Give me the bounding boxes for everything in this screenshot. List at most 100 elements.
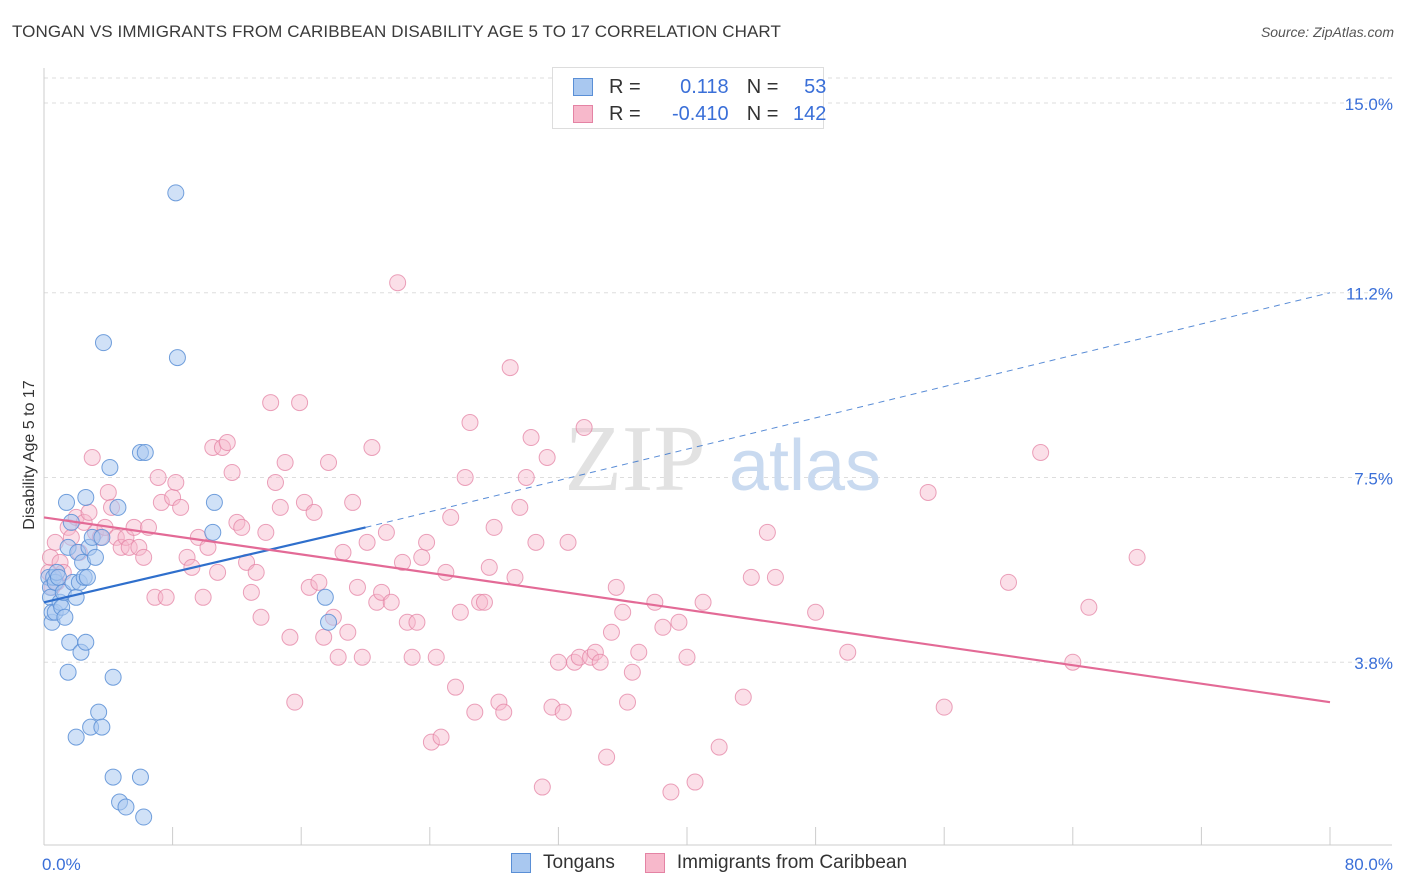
caribbean-point — [607, 578, 625, 596]
series-tongans-points — [40, 184, 338, 826]
caribbean-point — [209, 563, 227, 581]
caribbean-point — [559, 533, 577, 551]
caribbean-point — [266, 473, 284, 491]
caribbean-point — [456, 468, 474, 486]
caribbean-point — [527, 533, 545, 551]
y-tick-label: 15.0% — [1345, 95, 1393, 114]
n-value: 53 — [804, 75, 827, 98]
tongans-point — [320, 613, 338, 631]
caribbean-point — [149, 468, 167, 486]
caribbean-point — [286, 693, 304, 711]
caribbean-point — [135, 548, 153, 566]
caribbean-point — [619, 693, 637, 711]
tongans-trend-extension — [365, 292, 1331, 528]
caribbean-point — [1032, 444, 1050, 461]
caribbean-point — [408, 613, 426, 631]
caribbean-point — [554, 703, 572, 721]
caribbean-swatch — [573, 105, 593, 123]
caribbean-point — [334, 543, 352, 561]
caribbean-point — [495, 703, 513, 721]
legend-label: Tongans — [543, 852, 615, 873]
caribbean-point — [766, 568, 784, 586]
caribbean-point — [475, 593, 493, 611]
caribbean-point — [533, 778, 551, 796]
caribbean-point — [694, 593, 712, 611]
caribbean-point — [1128, 548, 1146, 566]
caribbean-point — [1080, 598, 1098, 616]
caribbean-point — [320, 453, 338, 471]
tongans-point — [49, 568, 67, 586]
caribbean-point — [471, 593, 489, 611]
caribbean-point — [242, 583, 260, 601]
caribbean-point — [422, 733, 440, 751]
caribbean-point — [125, 518, 143, 536]
tongans-point — [135, 808, 153, 826]
caribbean-point — [485, 518, 503, 536]
caribbean-point — [670, 613, 688, 631]
caribbean-point — [178, 548, 196, 566]
n-label: N = — [746, 75, 779, 98]
tongans-legend-swatch — [511, 853, 531, 873]
caribbean-point — [919, 483, 937, 501]
tongans-point — [78, 568, 96, 586]
caribbean-point — [480, 558, 498, 576]
caribbean-point — [393, 553, 411, 571]
caribbean-legend-swatch — [644, 853, 665, 873]
legend-item-tongans[interactable]: Tongans — [511, 852, 615, 874]
legend-item-caribbean[interactable]: Immigrants from Caribbean — [644, 852, 908, 874]
caribbean-point — [543, 698, 561, 716]
x-tick-label: 80.0% — [1345, 855, 1393, 874]
series-legend: Tongans Immigrants from Caribbean — [511, 852, 937, 874]
tongans-point — [136, 444, 154, 461]
caribbean-point — [218, 434, 236, 452]
n-value: 142 — [793, 102, 827, 125]
caribbean-point — [305, 503, 323, 521]
caribbean-point — [447, 678, 465, 696]
caribbean-point — [586, 643, 604, 661]
caribbean-point — [565, 653, 583, 671]
axes-layer — [43, 68, 1392, 846]
caribbean-point — [281, 628, 299, 646]
caribbean-point — [257, 523, 275, 541]
tongans-point — [77, 633, 95, 651]
grid-layer — [44, 77, 1392, 663]
caribbean-point — [710, 738, 728, 756]
caribbean-point — [252, 608, 270, 626]
caribbean-point — [157, 588, 175, 606]
watermark-atlas: atlas — [729, 426, 881, 506]
tongans-point — [104, 668, 122, 686]
caribbean-point — [167, 473, 185, 491]
legend-row-tongans: R = 0.118 N = 53 — [573, 74, 826, 100]
caribbean-point — [538, 448, 556, 466]
y-axis-title: Disability Age 5 to 17 — [21, 380, 38, 530]
trend-lines — [43, 292, 1331, 704]
caribbean-point — [437, 563, 455, 581]
caribbean-point — [413, 548, 431, 566]
caribbean-point — [194, 588, 212, 606]
tongans-point — [56, 608, 74, 626]
caribbean-point — [582, 648, 600, 666]
tongans-point — [109, 498, 127, 516]
caribbean-point — [344, 493, 362, 511]
tongans-point — [316, 588, 334, 606]
r-value: -0.410 — [671, 102, 729, 125]
legend-label: Immigrants from Caribbean — [676, 852, 908, 873]
tongans-point — [101, 458, 119, 476]
caribbean-point — [549, 653, 567, 671]
caribbean-point — [152, 493, 170, 511]
caribbean-point — [461, 414, 479, 432]
caribbean-point — [223, 463, 241, 481]
r-label: R = — [609, 102, 641, 125]
caribbean-point — [99, 483, 117, 501]
caribbean-point — [403, 648, 421, 666]
r-label: R = — [609, 75, 641, 98]
caribbean-point — [742, 568, 760, 586]
caribbean-point — [130, 538, 148, 556]
caribbean-point — [839, 643, 857, 661]
caribbean-point — [575, 419, 593, 437]
tongans-point — [168, 349, 186, 367]
caribbean-point — [315, 628, 333, 646]
caribbean-point — [602, 623, 620, 641]
y-tick-label: 3.8% — [1354, 654, 1393, 673]
